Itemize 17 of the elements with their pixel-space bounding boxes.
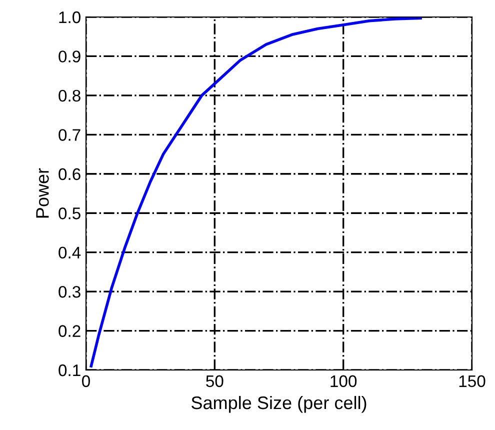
y-tick-label: 0.5 xyxy=(58,208,80,220)
x-tick-label: 100 xyxy=(330,375,357,388)
y-tick-label: 0.4 xyxy=(58,246,81,259)
x-axis-title: Sample Size (per cell) xyxy=(192,396,366,413)
y-tick-label: 0.8 xyxy=(58,90,80,102)
y-tick-label: 0.2 xyxy=(58,325,80,337)
x-tick-label: 0 xyxy=(82,375,90,388)
y-tick-label: 0.6 xyxy=(58,168,80,180)
x-tick-label: 50 xyxy=(206,375,224,388)
x-tick-label: 150 xyxy=(459,375,486,388)
y-tick-label: 0.1 xyxy=(58,364,80,376)
line-series xyxy=(90,17,422,368)
y-axis-title: Power xyxy=(36,168,49,218)
y-tick-label: 0.9 xyxy=(58,50,80,62)
y-tick-label: 0.3 xyxy=(58,286,80,298)
y-tick-label: 0.7 xyxy=(58,129,80,141)
y-tick-label: 1.0 xyxy=(59,11,80,24)
